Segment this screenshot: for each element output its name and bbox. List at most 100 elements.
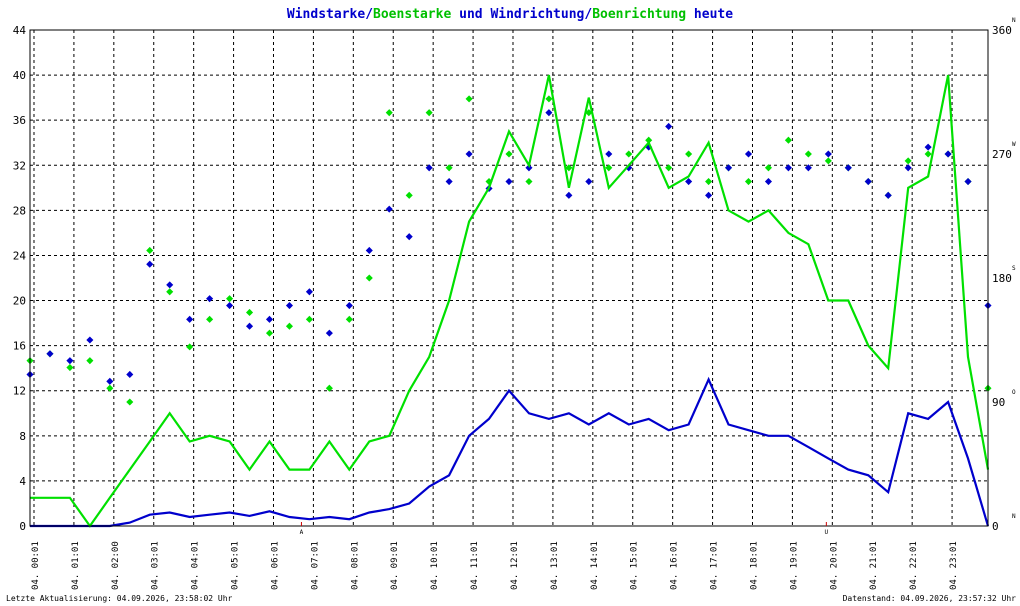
wind-direction-point bbox=[964, 178, 972, 186]
wind-direction-point bbox=[246, 322, 254, 330]
gust-direction-point bbox=[784, 136, 792, 144]
gust-direction-points bbox=[26, 95, 992, 406]
gust-direction-point bbox=[665, 164, 673, 172]
x-tick-label: 04. 01:01 bbox=[71, 541, 81, 590]
x-tick-label: 04. 07:01 bbox=[310, 541, 320, 590]
wind-direction-point bbox=[365, 246, 373, 254]
gust-direction-point bbox=[425, 109, 433, 117]
gust-direction-point bbox=[265, 329, 274, 337]
gust-direction-point bbox=[505, 150, 513, 158]
x-tick-label: 04. 04:01 bbox=[191, 541, 201, 590]
wind-direction-point bbox=[106, 377, 114, 385]
y-left-tick-label: 44 bbox=[13, 24, 27, 37]
gust-direction-point bbox=[904, 157, 912, 165]
gust-direction-point bbox=[764, 164, 772, 172]
wind-direction-point bbox=[505, 178, 513, 186]
y-left-tick-label: 32 bbox=[13, 159, 26, 172]
wind-direction-point bbox=[665, 122, 673, 130]
wind-direction-point bbox=[565, 191, 573, 199]
x-tick-label: 04. 09:01 bbox=[390, 541, 400, 590]
y-left-tick-label: 36 bbox=[13, 114, 26, 127]
x-tick-label: 04. 14:01 bbox=[590, 541, 600, 590]
wind-direction-point bbox=[824, 150, 832, 158]
gust-direction-point bbox=[146, 246, 154, 254]
wind-direction-point bbox=[844, 164, 852, 172]
wind-direction-point bbox=[545, 109, 553, 117]
y-left-tick-label: 20 bbox=[13, 295, 26, 308]
footer-last-update: Letzte Aktualisierung: 04.09.2026, 23:58… bbox=[6, 594, 233, 603]
wind-direction-point bbox=[784, 164, 792, 172]
wind-direction-point bbox=[126, 370, 134, 378]
wind-direction-points bbox=[26, 109, 992, 385]
gust-direction-point bbox=[325, 384, 333, 392]
x-tick-label: 04. 16:01 bbox=[670, 541, 680, 590]
y-left-tick-label: 4 bbox=[19, 475, 26, 488]
wind-direction-point bbox=[86, 336, 94, 344]
y-left-tick-label: 40 bbox=[13, 69, 26, 82]
gust-direction-point bbox=[385, 109, 393, 117]
x-tick-label: 04. 23:01 bbox=[949, 541, 959, 590]
x-tick-label: 04. 00:01 bbox=[31, 541, 41, 590]
wind-direction-point bbox=[525, 164, 533, 172]
y-right-tick-label: 0 bbox=[992, 520, 999, 533]
y-left-tick-label: 12 bbox=[13, 385, 26, 398]
gust-direction-point bbox=[66, 364, 74, 372]
gust-direction-point bbox=[924, 150, 932, 158]
wind-direction-point bbox=[884, 191, 892, 199]
wind-direction-point bbox=[265, 315, 274, 323]
x-tick-label: 04. 12:01 bbox=[510, 541, 520, 590]
gust-direction-point bbox=[305, 315, 313, 323]
wind-direction-point bbox=[166, 281, 174, 289]
gust-direction-point bbox=[445, 164, 453, 172]
gust-direction-point bbox=[645, 136, 653, 144]
title-gust-direction: Boenrichtung bbox=[592, 7, 686, 22]
wind-direction-point bbox=[764, 178, 772, 186]
series-lines bbox=[30, 74, 990, 528]
wind-direction-point bbox=[585, 178, 593, 186]
plot-frame bbox=[29, 29, 989, 527]
gust-direction-point bbox=[545, 95, 553, 103]
x-tick-label: 04. 11:01 bbox=[470, 541, 480, 590]
x-tick-label: 04. 05:01 bbox=[231, 541, 241, 590]
gust-direction-point bbox=[285, 322, 293, 330]
wind-direction-point bbox=[744, 150, 753, 158]
gust-direction-point bbox=[465, 95, 473, 103]
gust-direction-point bbox=[804, 150, 812, 158]
wind-speed-line bbox=[30, 376, 990, 528]
wind-direction-point bbox=[725, 164, 733, 172]
wind-direction-point bbox=[206, 295, 214, 303]
x-tick-label: 04. 10:01 bbox=[430, 541, 440, 590]
title-und: und bbox=[451, 7, 490, 22]
wind-direction-point bbox=[705, 191, 713, 199]
wind-direction-point bbox=[146, 260, 154, 268]
wind-direction-point bbox=[425, 164, 433, 172]
gust-direction-point bbox=[345, 315, 353, 323]
gust-direction-point bbox=[525, 178, 533, 186]
title-direction: Windrichtung bbox=[490, 7, 584, 22]
y-right-tick-label: 180 bbox=[992, 272, 1012, 285]
footer-data-status: Datenstand: 04.09.2026, 23:57:32 Uhr bbox=[843, 594, 1017, 603]
title-gust: Boenstarke bbox=[373, 7, 451, 22]
gust-direction-point bbox=[565, 164, 573, 172]
y-right-tick-label: 90 bbox=[992, 396, 1005, 409]
gust-direction-point bbox=[365, 274, 373, 282]
wind-direction-point bbox=[904, 164, 912, 172]
wind-direction-point bbox=[465, 150, 473, 158]
wind-direction-point bbox=[66, 357, 74, 365]
wind-direction-point bbox=[285, 302, 293, 310]
gust-direction-point bbox=[246, 308, 254, 316]
gust-direction-point bbox=[744, 178, 753, 186]
y-right-tick-label: 360 bbox=[992, 24, 1012, 37]
wind-direction-point bbox=[405, 233, 413, 241]
gust-direction-point bbox=[206, 315, 214, 323]
x-tick-label: 04. 06:01 bbox=[270, 541, 280, 590]
compass-label: O bbox=[1012, 389, 1016, 396]
wind-direction-point bbox=[385, 205, 393, 213]
gust-speed-line bbox=[30, 74, 990, 528]
axes: 0481216202428323640440N90O180S270W360N04… bbox=[13, 17, 1016, 590]
compass-label: S bbox=[1012, 265, 1016, 272]
wind-direction-point bbox=[445, 178, 453, 186]
x-tick-label: 04. 15:01 bbox=[630, 541, 640, 590]
title-wind: Windstarke bbox=[287, 7, 365, 22]
